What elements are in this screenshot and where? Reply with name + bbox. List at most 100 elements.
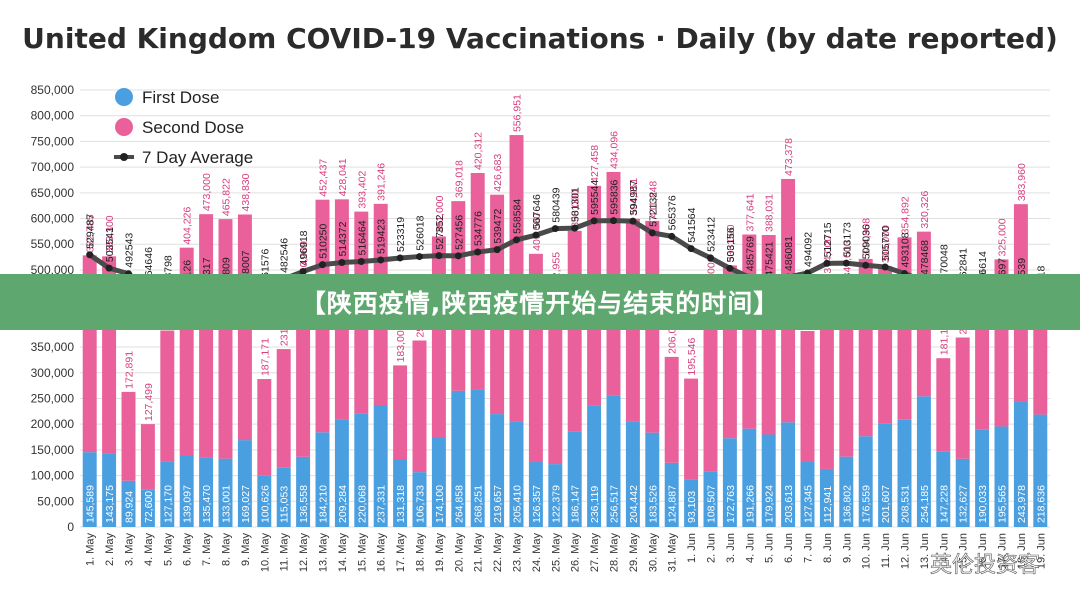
x-tick-label: 7. May [201, 533, 213, 567]
data-label-second-dose: 420,312 [473, 132, 485, 170]
data-label-avg: 503541 [104, 227, 116, 262]
data-label-second-dose: 394,951 [628, 178, 640, 216]
data-label-avg: 492543 [124, 233, 136, 268]
x-tick-label: 12. May [298, 533, 310, 573]
bar-second-dose [199, 214, 214, 458]
data-label-first-dose: 203,613 [783, 485, 795, 523]
bar-second-dose [567, 230, 582, 432]
x-tick-label: 16. May [376, 533, 388, 573]
chart-title: United Kingdom COVID-19 Vaccinations · D… [22, 22, 1058, 55]
x-tick-label: 9. Jun [841, 533, 853, 563]
data-label-first-dose: 89,924 [124, 491, 136, 523]
x-tick-label: 18. Jun [1016, 533, 1028, 569]
x-tick-label: 17. Jun [997, 533, 1009, 569]
data-label-first-dose: 236,119 [589, 486, 601, 523]
data-label-first-dose: 100,626 [259, 485, 271, 523]
y-tick-label: 200,000 [31, 417, 75, 431]
data-label-second-dose: 405,000 [531, 213, 543, 251]
data-label-avg: 526018 [415, 215, 427, 250]
y-tick-label: 750,000 [31, 134, 75, 148]
data-label-second-dose: 383,300 [104, 215, 116, 253]
data-label-first-dose: 115,053 [279, 486, 291, 523]
data-label-avg: 485769 [744, 236, 756, 271]
legend-marker-avg-dot [120, 153, 128, 161]
bar-first-dose [567, 431, 582, 527]
data-label-second-dose: 438,830 [240, 173, 252, 211]
x-tick-label: 27. May [589, 533, 601, 573]
data-label-avg: 519423 [376, 219, 388, 254]
data-label-avg: 527456 [453, 215, 465, 250]
data-label-second-dose: 473,000 [201, 173, 213, 211]
x-tick-label: 8. Jun [822, 533, 834, 563]
bar-first-dose [819, 468, 834, 527]
y-tick-label: 850,000 [31, 83, 75, 97]
bar-first-dose [761, 434, 776, 527]
data-label-avg: 505770 [880, 226, 892, 261]
avg-point [707, 254, 714, 262]
bar-second-dose [684, 378, 699, 480]
data-label-second-dose: 377,641 [744, 193, 756, 231]
x-tick-label: 18. May [415, 533, 427, 573]
x-tick-label: 28. May [609, 533, 621, 573]
x-tick-label: 21. May [473, 533, 485, 573]
x-tick-label: 11. May [279, 533, 291, 572]
avg-point [842, 259, 850, 267]
avg-point [416, 253, 423, 261]
y-tick-label: 0 [67, 520, 74, 534]
x-tick-label: 1. May [85, 533, 97, 567]
bar-first-dose [936, 451, 951, 527]
data-label-first-dose: 108,507 [706, 485, 718, 523]
bar-first-dose [412, 472, 427, 527]
x-tick-label: 19. Jun [1035, 533, 1047, 569]
legend-label-avg: 7 Day Average [142, 148, 253, 167]
data-label-first-dose: 72,600 [143, 491, 155, 523]
x-tick-label: 8. May [221, 533, 233, 567]
data-label-first-dose: 127,345 [803, 485, 815, 523]
data-label-first-dose: 264,858 [453, 485, 465, 523]
x-tick-label: 3. Jun [725, 533, 737, 563]
y-tick-label: 300,000 [31, 366, 75, 380]
x-tick-label: 5. Jun [764, 533, 776, 563]
data-label-first-dose: 131,318 [395, 485, 407, 523]
bar-first-dose [742, 428, 757, 527]
avg-point [357, 257, 365, 265]
banner-text: 【陕西疫情,陕西疫情开始与结束的时间】 [300, 289, 780, 318]
data-label-second-dose: 354,892 [900, 196, 912, 234]
data-label-first-dose: 209,284 [337, 485, 349, 523]
x-tick-label: 13. Jun [919, 533, 931, 569]
x-tick-label: 20. May [453, 533, 465, 573]
data-label-avg: 565376 [667, 195, 679, 230]
avg-point [726, 264, 734, 272]
data-label-second-dose: 473,378 [783, 138, 795, 176]
bar-second-dose [140, 424, 155, 490]
avg-point [823, 259, 831, 267]
data-label-second-dose: 383,960 [1016, 163, 1028, 201]
x-tick-label: 16. Jun [977, 533, 989, 569]
data-label-second-dose: 452,437 [318, 159, 330, 197]
data-label-avg: 475421 [764, 241, 776, 276]
x-tick-label: 10. Jun [861, 533, 873, 569]
bar-second-dose [1033, 316, 1048, 415]
x-tick-label: 6. Jun [783, 533, 795, 563]
data-label-second-dose: 320,326 [919, 191, 931, 229]
bar-second-dose [412, 340, 427, 473]
data-label-avg: 580439 [550, 187, 562, 222]
data-label-first-dose: 254,185 [919, 485, 931, 523]
data-label-second-dose: 556,951 [512, 94, 524, 132]
data-label-first-dose: 190,033 [977, 485, 989, 523]
x-tick-label: 19. May [434, 533, 446, 573]
data-label-second-dose: 434,096 [609, 131, 621, 169]
data-label-first-dose: 136,802 [841, 485, 853, 523]
bar-first-dose [334, 419, 349, 527]
bar-first-dose [839, 456, 854, 527]
data-label-first-dose: 139,097 [182, 485, 194, 523]
bar-first-dose [121, 480, 136, 527]
bar-second-dose [160, 330, 175, 462]
data-label-avg: 494092 [803, 232, 815, 267]
x-tick-label: 11. Jun [880, 533, 892, 568]
bar-first-dose [490, 414, 505, 527]
bar-first-dose [684, 479, 699, 527]
data-label-avg: 510250 [318, 223, 330, 258]
x-tick-label: 15. May [356, 533, 368, 573]
avg-point [377, 256, 385, 264]
